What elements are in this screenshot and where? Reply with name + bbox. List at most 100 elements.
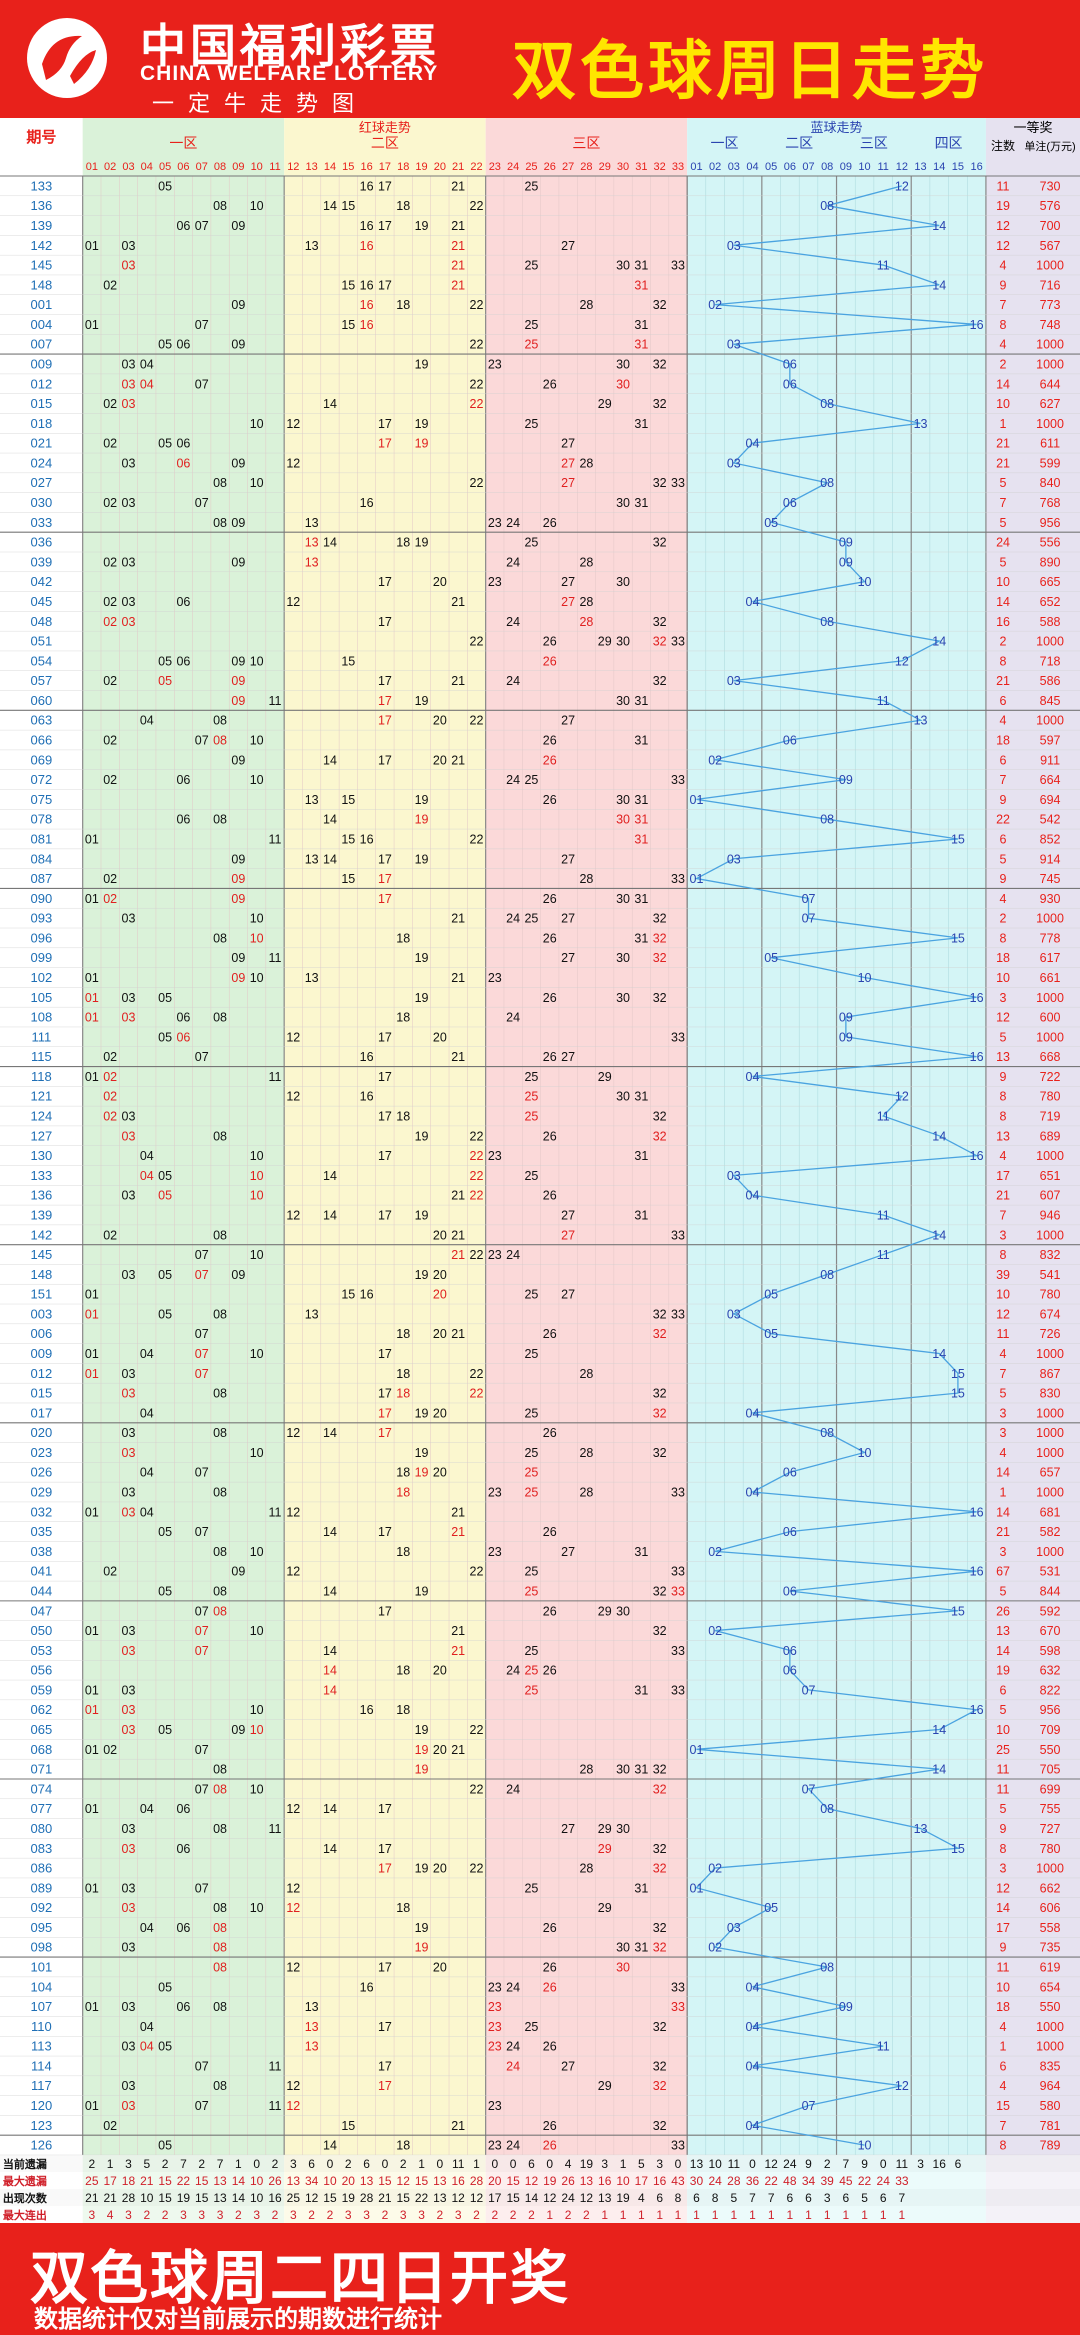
red-ball: 01 xyxy=(85,2000,99,2014)
stats-value: 14 xyxy=(525,2191,539,2205)
red-ball: 20 xyxy=(433,1406,447,1420)
prize-amount: 1000 xyxy=(1036,912,1064,926)
stats-value: 6 xyxy=(805,2191,812,2205)
issue-number: 020 xyxy=(30,1425,52,1440)
red-ball: 03 xyxy=(122,456,136,470)
red-ball: 06 xyxy=(176,219,190,233)
issue-number: 033 xyxy=(30,515,52,530)
red-ball: 09 xyxy=(231,219,245,233)
red-ball: 21 xyxy=(451,219,465,233)
red-ball: 04 xyxy=(140,2020,154,2034)
prize-amount: 780 xyxy=(1040,1842,1061,1856)
red-ball: 12 xyxy=(286,2099,300,2113)
red-ball: 28 xyxy=(579,1486,593,1500)
issue-number: 060 xyxy=(30,693,52,708)
red-ball: 16 xyxy=(360,179,374,193)
red-ball: 21 xyxy=(451,753,465,767)
red-ball: 06 xyxy=(176,338,190,352)
stats-value: 3 xyxy=(400,2208,407,2222)
stats-row-bg xyxy=(0,2155,1080,2172)
blue-ball: 04 xyxy=(746,437,760,451)
red-ball: 22 xyxy=(470,1169,484,1183)
red-ball: 15 xyxy=(341,278,355,292)
issue-number: 095 xyxy=(30,1920,52,1935)
red-ball: 16 xyxy=(360,219,374,233)
stats-value: 13 xyxy=(580,2174,594,2188)
blue-column-number: 01 xyxy=(690,161,702,173)
red-ball: 11 xyxy=(269,1822,282,1836)
red-ball: 20 xyxy=(433,1862,447,1876)
red-ball: 24 xyxy=(506,2139,520,2153)
red-ball: 22 xyxy=(470,1189,484,1203)
red-column-number: 30 xyxy=(617,161,629,173)
red-ball: 02 xyxy=(103,437,117,451)
blue-column-number: 11 xyxy=(878,161,889,173)
red-ball: 26 xyxy=(543,1960,557,1974)
red-ball: 02 xyxy=(103,674,117,688)
red-ball: 05 xyxy=(158,674,172,688)
blue-ball: 06 xyxy=(783,358,797,372)
header-blue-zone: 一区 xyxy=(710,135,738,151)
red-ball: 10 xyxy=(250,1149,264,1163)
red-ball: 30 xyxy=(616,694,630,708)
issue-number: 023 xyxy=(30,1445,52,1460)
red-ball: 21 xyxy=(451,1624,465,1638)
blue-ball: 14 xyxy=(932,635,946,649)
stats-value: 2 xyxy=(88,2157,95,2171)
prize-amount: 780 xyxy=(1040,1090,1061,1104)
prize-count: 6 xyxy=(1000,2059,1007,2073)
issue-number: 148 xyxy=(30,277,52,292)
stats-value: 19 xyxy=(342,2191,356,2205)
stats-value: 1 xyxy=(638,2208,645,2222)
red-ball: 04 xyxy=(140,1347,154,1361)
red-ball: 06 xyxy=(176,773,190,787)
prize-amount: 844 xyxy=(1040,1584,1061,1598)
red-ball: 21 xyxy=(451,1525,465,1539)
red-ball: 30 xyxy=(616,991,630,1005)
stats-value: 36 xyxy=(746,2174,760,2188)
blue-column-number: 13 xyxy=(914,161,926,173)
red-ball: 25 xyxy=(524,1406,538,1420)
blue-ball: 06 xyxy=(783,1525,797,1539)
stats-value: 19 xyxy=(177,2191,191,2205)
prize-count: 4 xyxy=(1000,1446,1007,1460)
red-ball: 17 xyxy=(378,1604,392,1618)
red-ball: 25 xyxy=(524,1347,538,1361)
red-ball: 25 xyxy=(524,536,538,550)
red-ball: 13 xyxy=(305,536,319,550)
red-ball: 10 xyxy=(250,1347,264,1361)
red-ball: 07 xyxy=(195,2099,209,2113)
red-ball: 01 xyxy=(85,1624,99,1638)
stats-value: 28 xyxy=(727,2174,741,2188)
red-ball: 03 xyxy=(122,1881,136,1895)
prize-amount: 911 xyxy=(1040,753,1060,767)
red-ball: 33 xyxy=(671,1584,685,1598)
blue-ball: 09 xyxy=(839,1011,853,1025)
prize-amount: 1000 xyxy=(1036,635,1064,649)
red-ball: 15 xyxy=(341,2119,355,2133)
prize-count: 3 xyxy=(1000,1426,1007,1440)
red-ball: 17 xyxy=(378,437,392,451)
header-blue-trend: 蓝球走势 xyxy=(811,120,863,135)
red-ball: 21 xyxy=(451,278,465,292)
red-ball: 02 xyxy=(103,1090,117,1104)
red-ball: 03 xyxy=(122,1505,136,1519)
red-ball: 17 xyxy=(378,1110,392,1124)
issue-number: 041 xyxy=(30,1564,52,1579)
prize-amount: 661 xyxy=(1040,971,1061,985)
issue-number: 083 xyxy=(30,1841,52,1856)
stats-value: 3 xyxy=(656,2157,663,2171)
red-ball: 08 xyxy=(213,1763,227,1777)
red-ball: 31 xyxy=(634,734,648,748)
stats-value: 6 xyxy=(880,2191,887,2205)
blue-column-number: 08 xyxy=(821,161,833,173)
prize-amount: 531 xyxy=(1040,1565,1061,1579)
blue-ball: 11 xyxy=(877,259,890,273)
red-ball: 09 xyxy=(231,674,245,688)
red-column-number: 06 xyxy=(177,161,189,173)
red-ball: 18 xyxy=(396,1327,410,1341)
red-ball: 10 xyxy=(250,912,264,926)
red-ball: 17 xyxy=(378,417,392,431)
issue-number: 066 xyxy=(30,733,52,748)
issue-number: 096 xyxy=(30,930,52,945)
